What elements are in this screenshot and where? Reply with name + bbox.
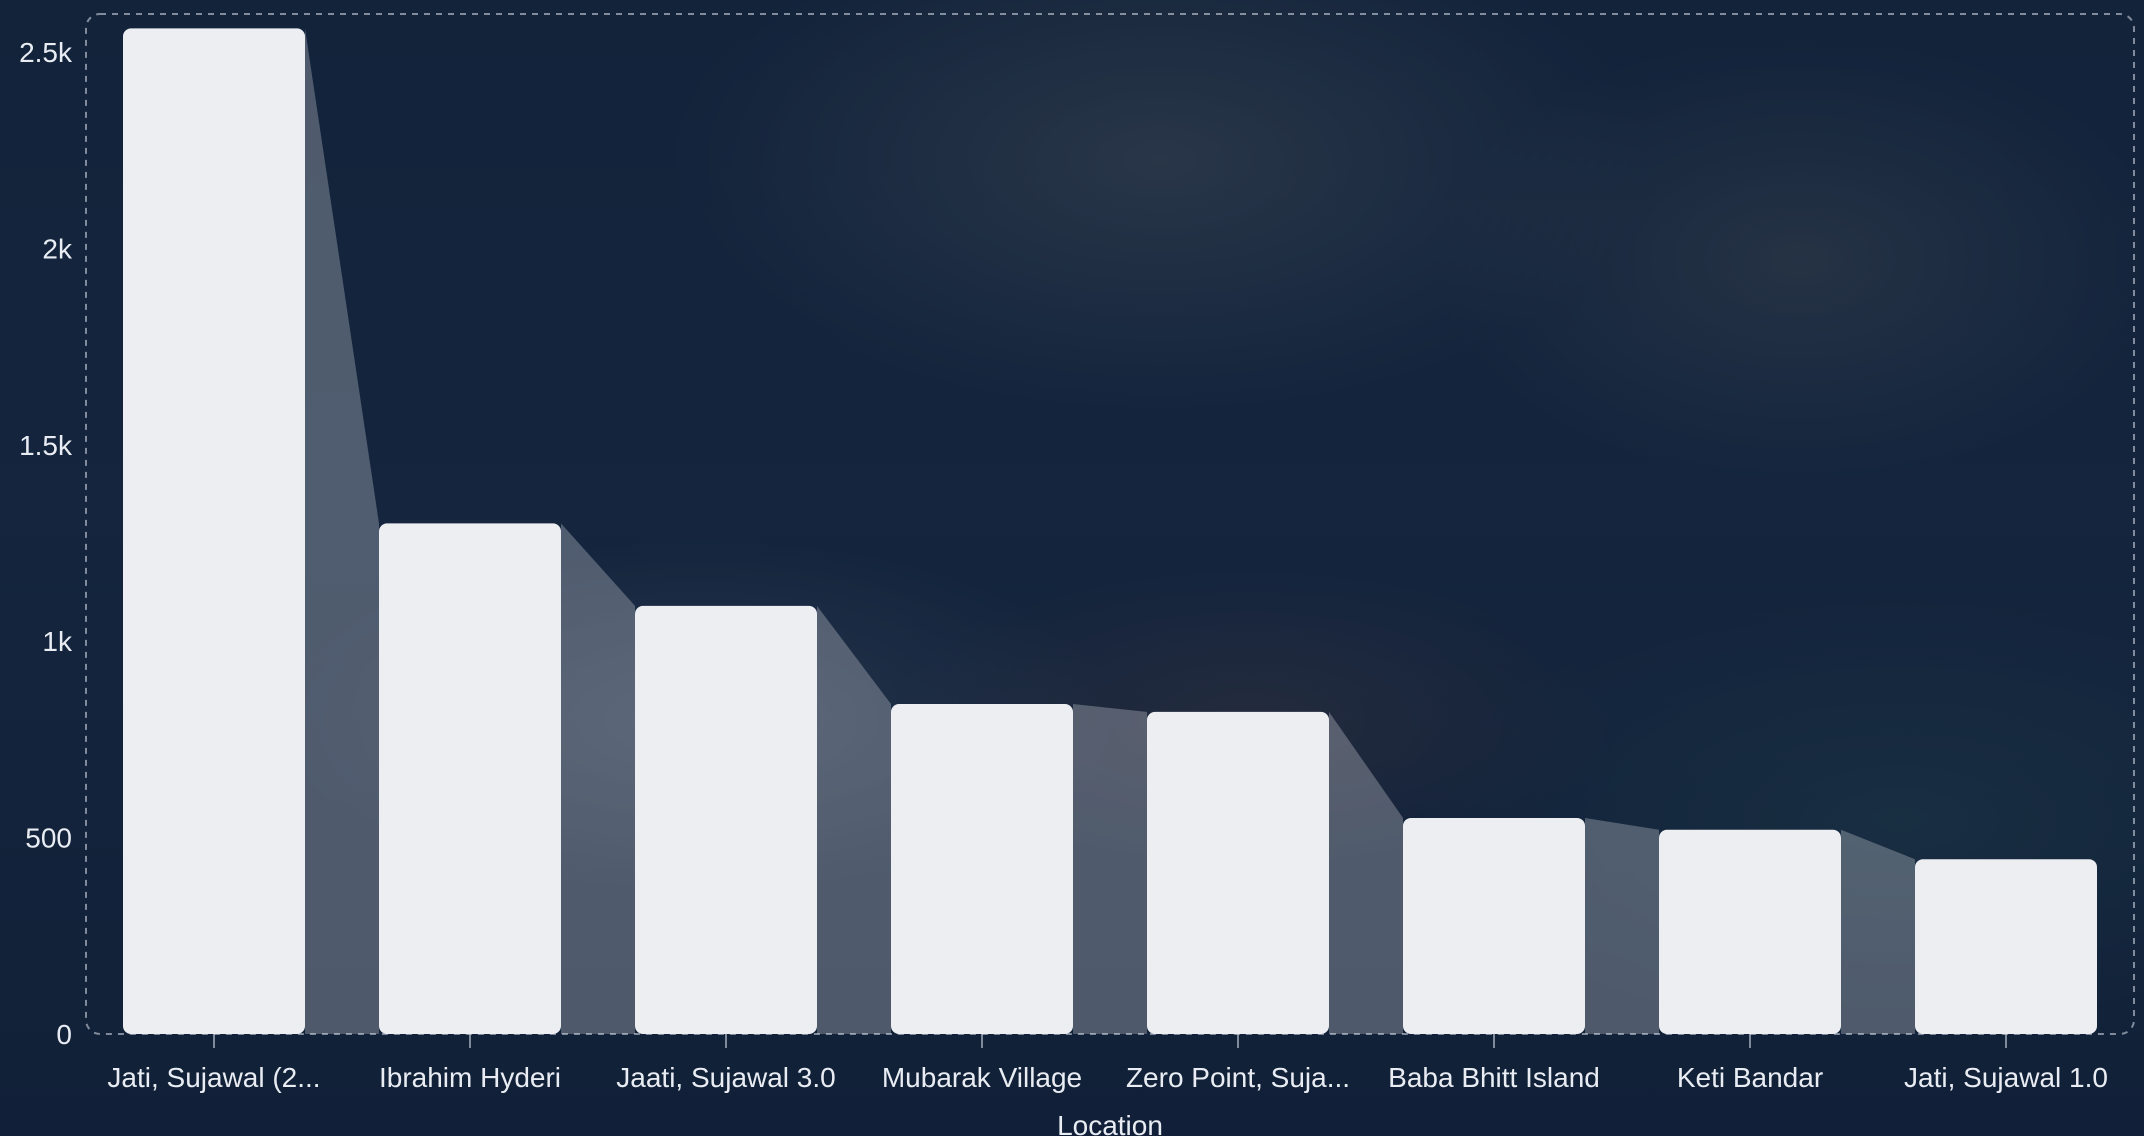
x-tick-label: Jati, Sujawal 1.0 — [1904, 1062, 2108, 1093]
x-tick-label: Ibrahim Hyderi — [379, 1062, 561, 1093]
x-tick-label: Mubarak Village — [882, 1062, 1082, 1093]
x-axis: Jati, Sujawal (2... Ibrahim Hyderi Jaati, … — [107, 1034, 2108, 1093]
plot-area-border — [85, 13, 2135, 1035]
connector-1 — [561, 523, 635, 1034]
x-tick-label: Jaati, Sujawal 3.0 — [616, 1062, 835, 1093]
y-tick-label: 500 — [25, 823, 72, 854]
x-tick-label: Keti Bandar — [1677, 1062, 1823, 1093]
x-tick-label: Baba Bhitt Island — [1388, 1062, 1600, 1093]
bar-4[interactable] — [1147, 711, 1329, 1034]
x-tick-label: Jati, Sujawal (2... — [107, 1062, 320, 1093]
bar-2[interactable] — [635, 605, 817, 1034]
bar-6[interactable] — [1659, 829, 1841, 1034]
y-tick-label: 2k — [42, 233, 73, 264]
connector-5 — [1585, 817, 1659, 1034]
connector-4 — [1329, 711, 1403, 1034]
y-tick-label: 1k — [42, 626, 73, 657]
connector-0 — [305, 28, 379, 1034]
x-axis-title: Location — [1057, 1110, 1163, 1136]
bars — [123, 28, 2097, 1034]
connector-6 — [1841, 829, 1915, 1034]
bar-5[interactable] — [1403, 817, 1585, 1034]
y-tick-label: 0 — [56, 1019, 72, 1050]
bar-connectors — [305, 28, 1915, 1034]
bar-1[interactable] — [379, 523, 561, 1034]
y-axis: 0 500 1k 1.5k 2k 2.5k — [19, 37, 73, 1050]
y-tick-label: 1.5k — [19, 430, 73, 461]
y-tick-label: 2.5k — [19, 37, 73, 68]
connector-3 — [1073, 704, 1147, 1034]
bar-0[interactable] — [123, 28, 305, 1034]
connector-2 — [817, 605, 891, 1034]
x-tick-label: Zero Point, Suja... — [1126, 1062, 1350, 1093]
bar-7[interactable] — [1915, 859, 2097, 1034]
bar-3[interactable] — [891, 704, 1073, 1034]
